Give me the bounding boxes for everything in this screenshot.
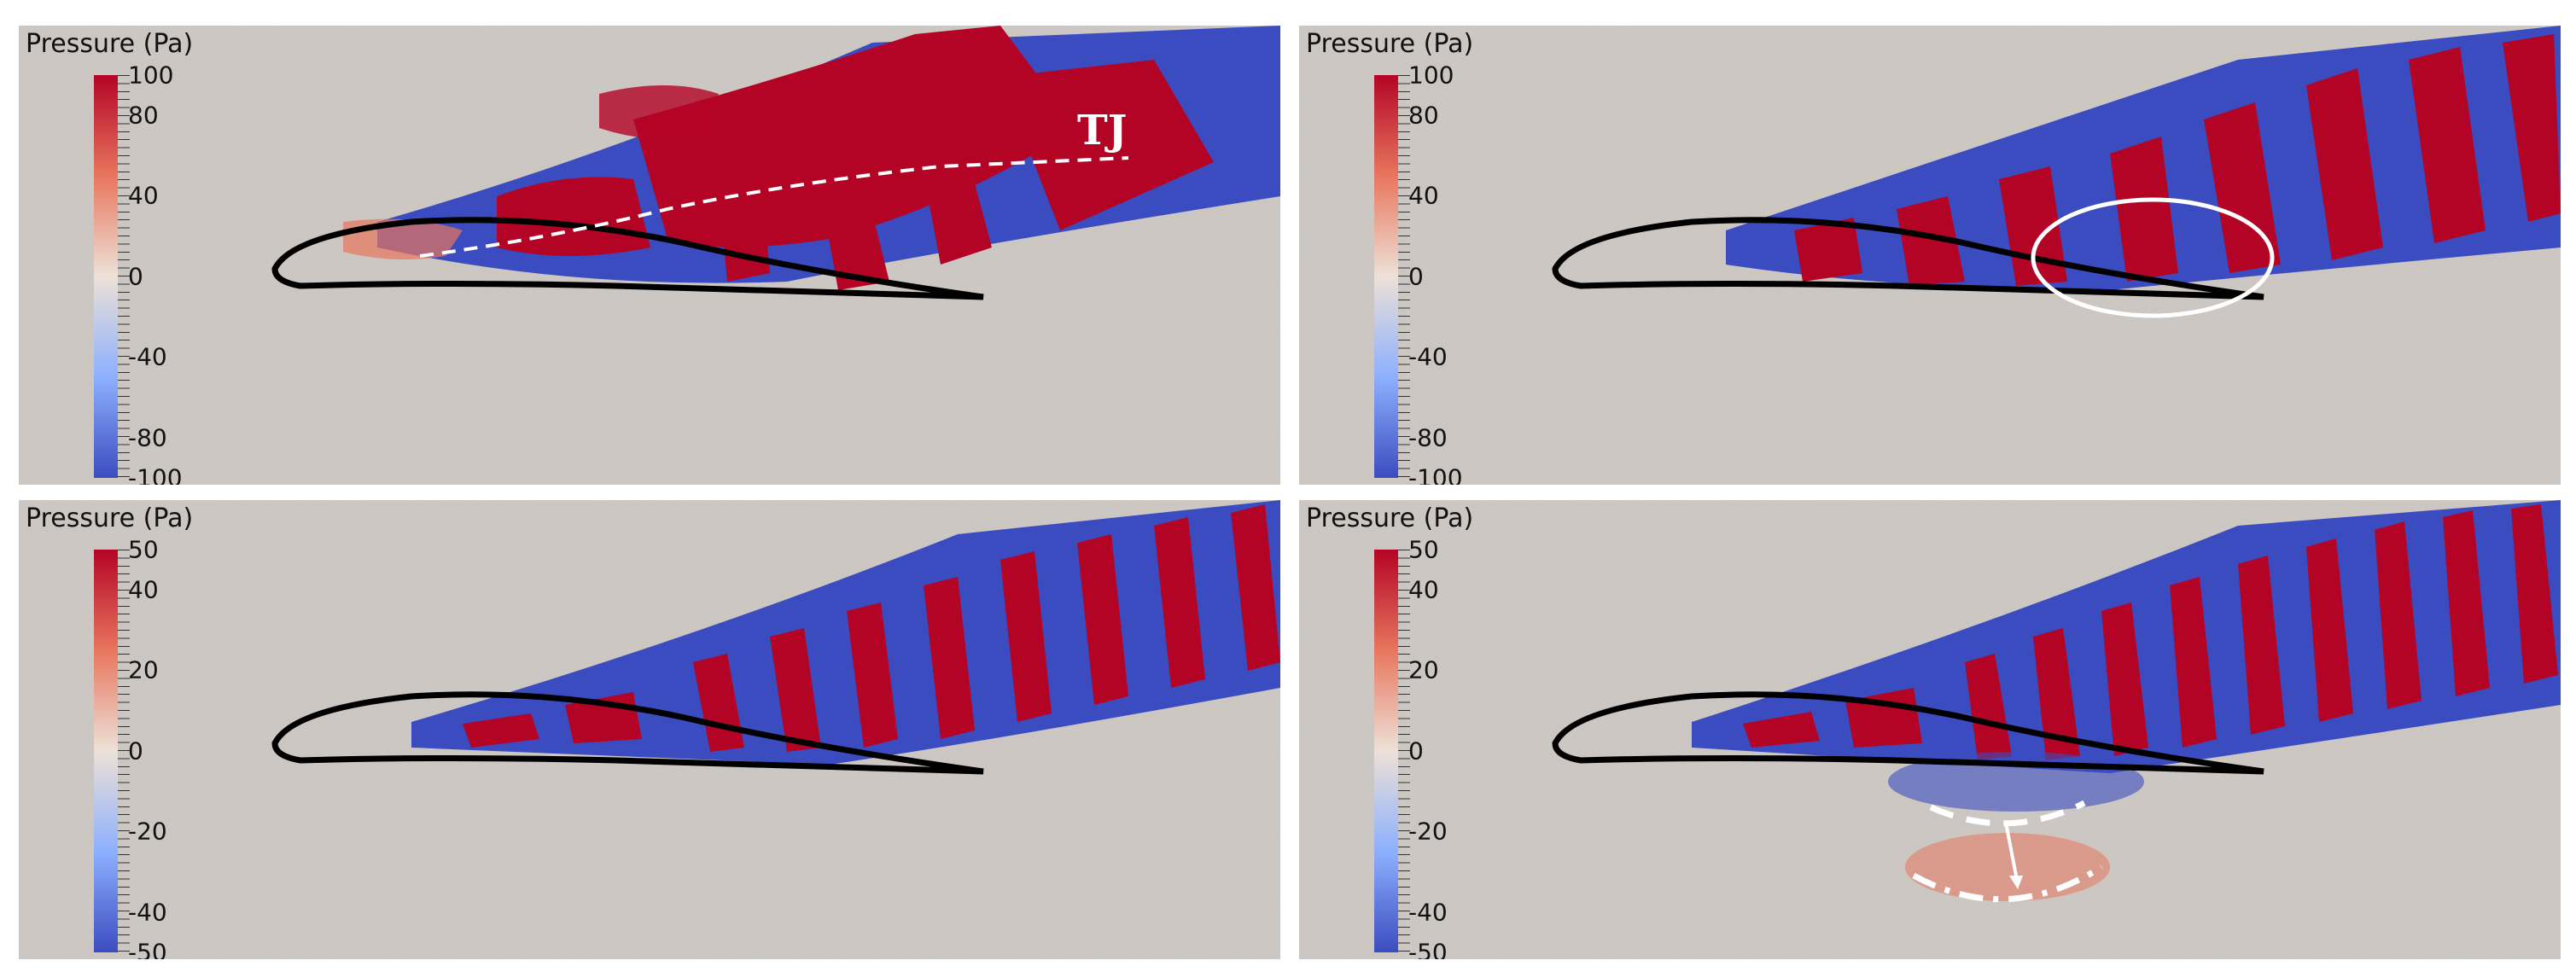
colorbar-tick-label: -50 bbox=[128, 938, 167, 960]
arrow-head-icon bbox=[2009, 876, 2023, 889]
colorbar-tick-label: -50 bbox=[1408, 938, 1448, 960]
colorbar-ticks bbox=[118, 550, 130, 952]
colorbar-tick-label: -40 bbox=[128, 342, 167, 371]
panel-bottom-right: Pressure (Pa) 50 40 20 0 -20 -40 -50 bbox=[1299, 500, 2561, 959]
pressure-field-image bbox=[1299, 26, 2561, 485]
colorbar-tick-label: 20 bbox=[128, 655, 159, 684]
colorbar-tick-label: 80 bbox=[128, 101, 159, 130]
colorbar-tick-label: 40 bbox=[1408, 575, 1439, 604]
colorbar-tick-label: 0 bbox=[1408, 262, 1424, 291]
propagation-arrow bbox=[2004, 822, 2018, 876]
colorbar-tick-label: 100 bbox=[1408, 61, 1454, 90]
colorbar-ticks bbox=[118, 75, 130, 478]
wake-region bbox=[1726, 26, 2561, 290]
airfoil-outline bbox=[271, 691, 984, 775]
pressure-field-image bbox=[1299, 500, 2561, 959]
wake-region bbox=[411, 500, 1280, 765]
colorbar-tick-label: -80 bbox=[1408, 423, 1448, 452]
colorbar-tick-label: -40 bbox=[1408, 898, 1448, 927]
pressure-field-image bbox=[19, 26, 1280, 485]
pressure-field-image bbox=[19, 500, 1280, 959]
colorbar-tick-label: -40 bbox=[1408, 342, 1448, 371]
colorbar-tick-label: 50 bbox=[128, 535, 159, 564]
colorbar-tick-label: 0 bbox=[128, 262, 143, 291]
colorbar-title: Pressure (Pa) bbox=[26, 29, 194, 59]
colorbar-tick-label: -40 bbox=[128, 898, 167, 927]
colorbar-tick-label: 0 bbox=[128, 736, 143, 765]
colorbar bbox=[94, 550, 118, 952]
colorbar-tick-label: 40 bbox=[128, 181, 159, 210]
panel-top-right: Pressure (Pa) 100 80 40 0 -40 -80 -100 bbox=[1299, 26, 2561, 485]
highlight-ellipse bbox=[2031, 197, 2275, 318]
colorbar-tick-label: -20 bbox=[1408, 817, 1448, 846]
colorbar-tick-label: 80 bbox=[1408, 101, 1439, 130]
wavefront-arc-lower bbox=[1912, 864, 2103, 903]
airfoil-outline bbox=[1552, 691, 2264, 775]
colorbar-title: Pressure (Pa) bbox=[26, 503, 194, 533]
colorbar-tick-label: 100 bbox=[128, 61, 174, 90]
colorbar-tick-label: 40 bbox=[128, 575, 159, 604]
colorbar-ticks bbox=[1398, 550, 1410, 952]
colorbar-title: Pressure (Pa) bbox=[1306, 29, 1474, 59]
colorbar-tick-label: 40 bbox=[1408, 181, 1439, 210]
panel-bottom-left: Pressure (Pa) 50 40 20 0 -20 -40 -50 bbox=[19, 500, 1280, 959]
airfoil-outline bbox=[271, 217, 984, 300]
airfoil-outline bbox=[1552, 217, 2264, 300]
colorbar-tick-label: -100 bbox=[128, 463, 183, 486]
trajectory-line bbox=[419, 156, 1129, 258]
colorbar bbox=[1374, 75, 1398, 478]
colorbar bbox=[1374, 550, 1398, 952]
colorbar-tick-label: -80 bbox=[128, 423, 167, 452]
colorbar-tick-label: -20 bbox=[128, 817, 167, 846]
colorbar-ticks bbox=[1398, 75, 1410, 478]
colorbar bbox=[94, 75, 118, 478]
colorbar-tick-label: -100 bbox=[1408, 463, 1463, 486]
colorbar-tick-label: 20 bbox=[1408, 655, 1439, 684]
colorbar-title: Pressure (Pa) bbox=[1306, 503, 1474, 533]
colorbar-tick-label: 50 bbox=[1408, 535, 1439, 564]
colorbar-tick-label: 0 bbox=[1408, 736, 1424, 765]
panel-top-left: Pressure (Pa) 100 80 40 0 -40 -80 -100 T… bbox=[19, 26, 1280, 485]
tj-annotation: TJ bbox=[1077, 107, 1128, 154]
